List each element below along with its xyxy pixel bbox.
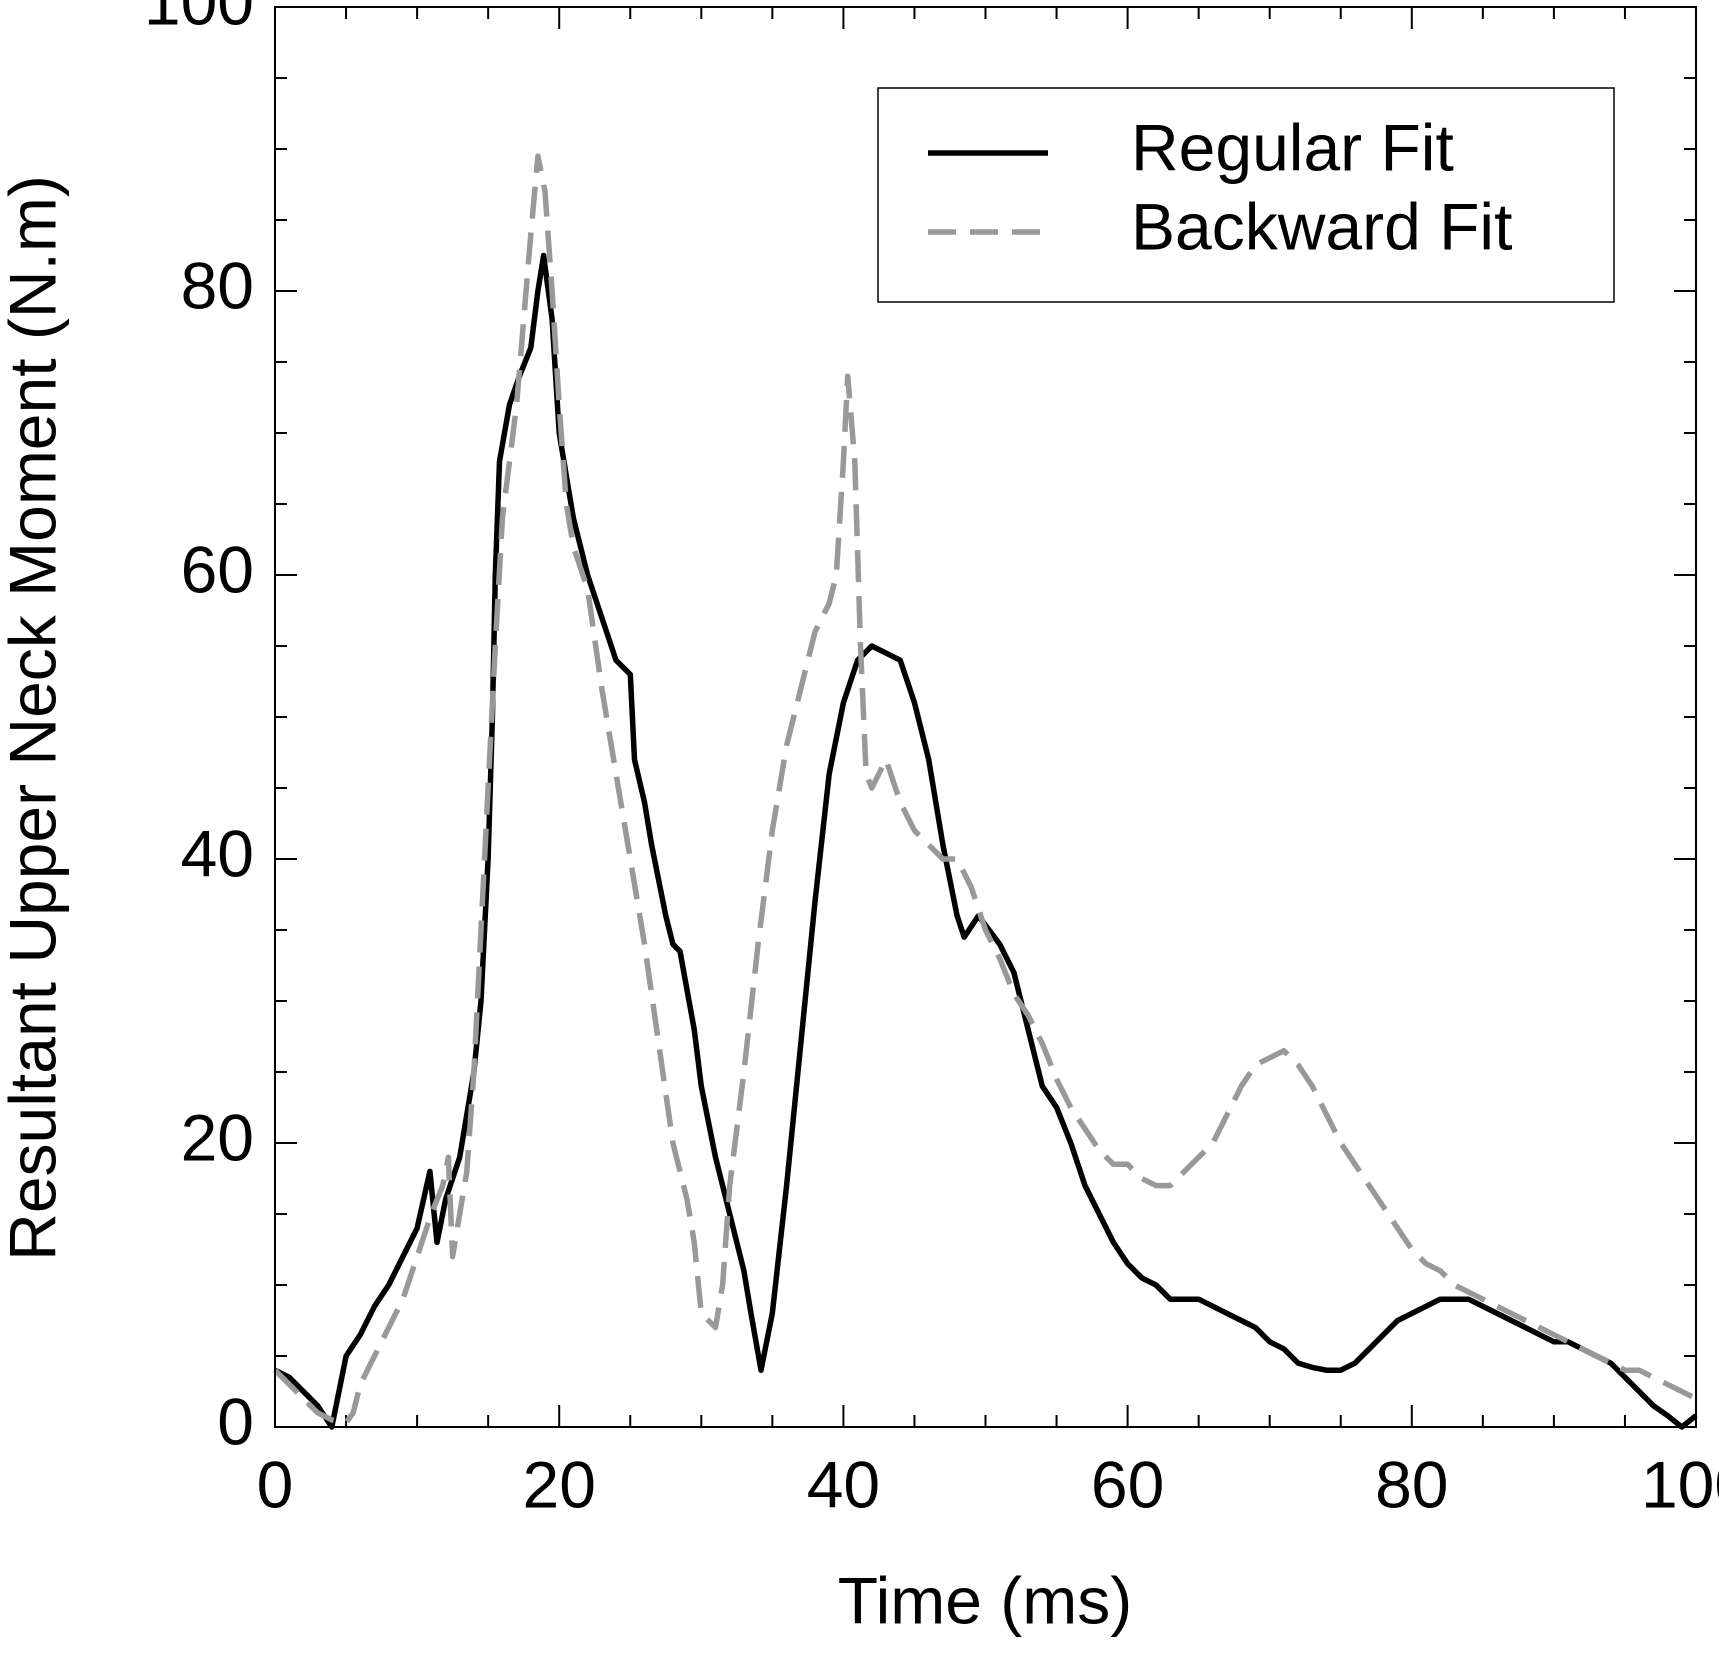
legend-label: Backward Fit (1131, 189, 1512, 263)
legend-box (877, 87, 1615, 303)
x-tick-label: 20 (522, 1447, 595, 1521)
x-tick-label: 40 (807, 1447, 880, 1521)
y-tick-label: 80 (181, 248, 254, 322)
y-tick-label: 40 (181, 816, 254, 890)
plot-frame (274, 6, 1697, 1428)
series-line (273, 153, 1698, 1426)
y-tick-label: 60 (181, 532, 254, 606)
y-tick-label: 20 (181, 1100, 254, 1174)
y-axis-title: Resultant Upper Neck Moment (N.m) (0, 175, 69, 1261)
y-tick-label: 0 (217, 1384, 254, 1458)
x-tick-label: 80 (1375, 1447, 1448, 1521)
x-axis-title: Time (ms) (838, 1563, 1133, 1637)
y-tick-label: 100 (144, 0, 254, 38)
legend-label: Regular Fit (1131, 110, 1454, 184)
x-tick-label: 0 (257, 1447, 294, 1521)
x-tick-label: 60 (1091, 1447, 1164, 1521)
x-tick-label: 100 (1641, 1447, 1719, 1521)
